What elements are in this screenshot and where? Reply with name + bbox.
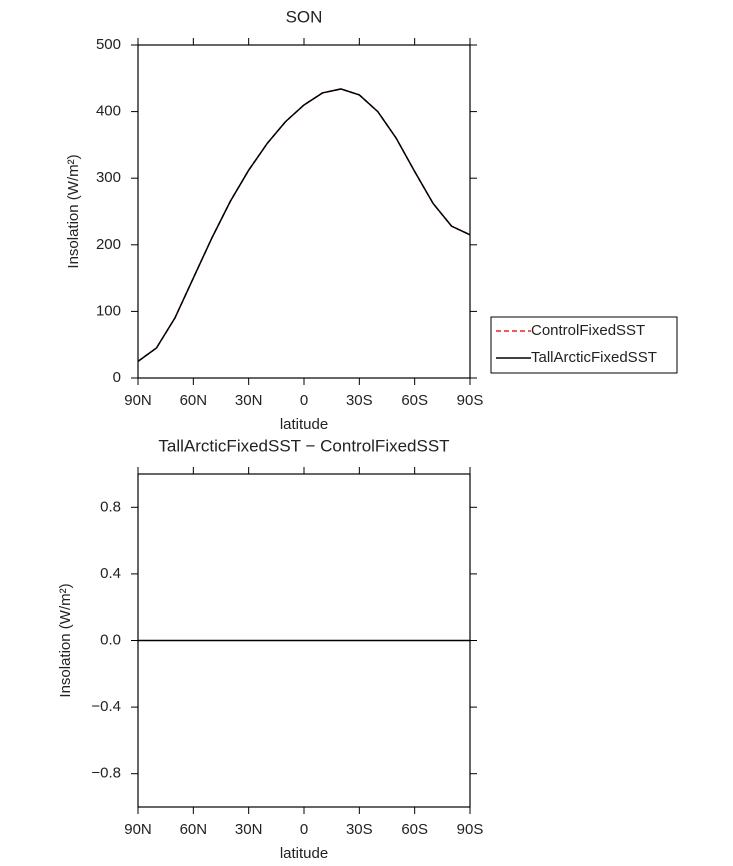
x-tick-label: 0 xyxy=(300,392,308,409)
x-tick-label: 30S xyxy=(346,821,373,838)
x-tick-label: 0 xyxy=(300,821,308,838)
x-tick-label: 60N xyxy=(180,392,208,409)
y-tick-label: 0.0 xyxy=(100,631,121,648)
legend-label: TallArcticFixedSST xyxy=(531,349,657,366)
legend-label: ControlFixedSST xyxy=(531,322,645,339)
y-tick-label: −0.8 xyxy=(91,765,121,782)
x-axis-label: latitude xyxy=(280,845,328,862)
legend-box xyxy=(490,316,678,374)
x-axis-label: latitude xyxy=(280,416,328,433)
x-tick-label: 60S xyxy=(401,821,428,838)
x-tick-label: 30N xyxy=(235,392,263,409)
x-tick-label: 90N xyxy=(124,821,152,838)
x-tick-label: 30N xyxy=(235,821,263,838)
line xyxy=(137,88,471,362)
y-tick-label: 300 xyxy=(96,169,121,186)
y-tick-label: 500 xyxy=(96,36,121,53)
x-tick-label: 30S xyxy=(346,392,373,409)
y-axis-label: Insolation (W/m²) xyxy=(57,583,74,697)
x-tick-label: 90S xyxy=(457,821,484,838)
y-tick-label: 200 xyxy=(96,236,121,253)
y-tick-label: 0.4 xyxy=(100,565,121,582)
y-tick-label: 0 xyxy=(113,369,121,386)
y-tick-label: −0.4 xyxy=(91,698,121,715)
plot-frame xyxy=(137,473,471,808)
y-tick-label: 400 xyxy=(96,103,121,120)
x-tick-label: 90S xyxy=(457,392,484,409)
x-tick-label: 60S xyxy=(401,392,428,409)
line xyxy=(137,88,471,362)
y-tick-label: 0.8 xyxy=(100,498,121,515)
plot-frame xyxy=(137,44,471,379)
x-tick-label: 90N xyxy=(124,392,152,409)
y-tick-label: 100 xyxy=(96,302,121,319)
x-tick-label: 60N xyxy=(180,821,208,838)
chart-title: SON xyxy=(286,7,323,26)
chart-title: TallArcticFixedSST − ControlFixedSST xyxy=(158,436,449,455)
y-axis-label: Insolation (W/m²) xyxy=(65,154,82,268)
